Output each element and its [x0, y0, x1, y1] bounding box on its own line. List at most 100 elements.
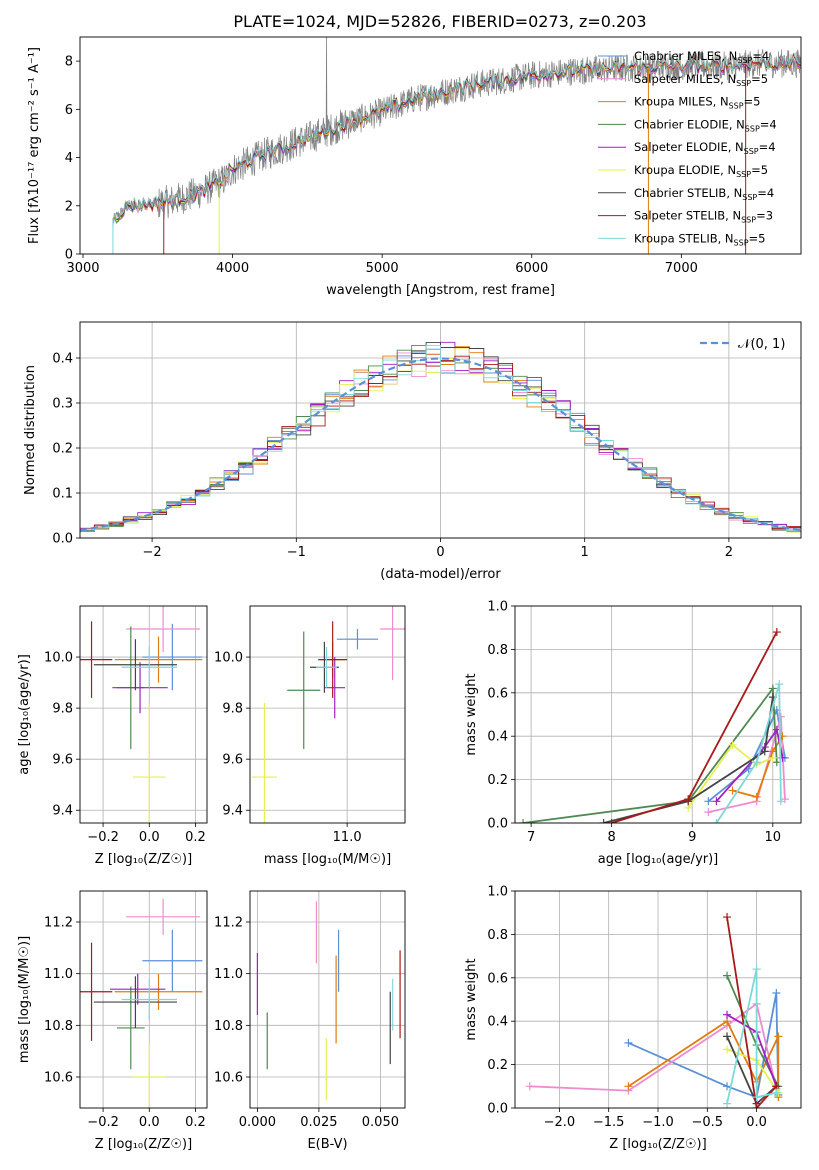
mass-weight-marker [624, 1082, 633, 1091]
y-tick-label: 9.6 [52, 753, 73, 768]
mass-weight-marker [723, 1032, 732, 1041]
plot-area [519, 628, 789, 823]
mass-weight-marker [752, 1093, 761, 1102]
errorbar-point [93, 639, 177, 691]
legend-subscript: SSP [741, 216, 756, 225]
y-tick-label: 9.4 [52, 804, 73, 819]
axes-frame [249, 890, 406, 1109]
plot-area [80, 606, 203, 823]
x-axis-label: Z [log₁₀(Z/Z☉)] [95, 1137, 192, 1152]
mass-weight-line [522, 685, 778, 823]
legend-nssp: =5 [751, 72, 768, 86]
errorbar-point [121, 978, 177, 1021]
plot-area [80, 341, 801, 533]
legend-label: 𝒩(0, 1) [738, 337, 785, 352]
y-tick-label: 0.8 [487, 643, 508, 658]
y-tick-label: 10.6 [214, 1071, 243, 1086]
plot-area [256, 901, 401, 1101]
x-tick-label: −2 [143, 545, 162, 560]
y-axis-label: mass weight [464, 673, 479, 755]
legend-label-text: Salpeter STELIB, N [634, 209, 741, 223]
x-axis-label: Z [log₁₀(Z/Z☉)] [95, 852, 192, 867]
y-tick-label: 4 [65, 151, 73, 166]
legend-nssp: =5 [751, 163, 768, 177]
legend-nssp: =5 [744, 95, 761, 109]
plot-area [525, 913, 783, 1108]
legend-label: Chabrier STELIB, NSSP=4 [634, 186, 774, 202]
x-tick-label: 11.0 [333, 830, 362, 845]
y-tick-label: 11.0 [44, 967, 73, 982]
x-tick-label: 0.2 [185, 830, 206, 845]
mass-weight-marker [723, 1099, 732, 1108]
residual-histogram-step [80, 344, 801, 532]
y-tick-label: 0.2 [52, 442, 73, 457]
x-tick-label: 9 [688, 830, 696, 845]
errorbar-point [142, 929, 203, 992]
mass-weight-marker [519, 819, 528, 823]
errorbar-point [126, 898, 201, 935]
mass-weight-marker [780, 795, 789, 804]
mass-weight-marker [712, 797, 721, 806]
mass-weight-marker [752, 758, 761, 767]
y-axis-label: age [log₁₀(age/yr)] [17, 654, 32, 775]
y-tick-label: 2 [65, 199, 73, 214]
legend-nssp: =4 [757, 186, 774, 200]
mass-weight-marker [728, 786, 737, 795]
errorbar-point [80, 621, 113, 698]
x-tick-label: 10 [765, 830, 782, 845]
x-tick-label: 0.025 [300, 1115, 337, 1130]
y-tick-label: 11.2 [44, 916, 73, 931]
panel-6: −0.2 0.0 0.2 10.6 10.8 11.0 11.2 Z [log₁₀(Z/Z☉)… [17, 890, 208, 1152]
panel-4: 11.0 9.4 9.6 9.8 10.0 mass [log₁₀(M/M☉)] [214, 605, 406, 867]
x-axis-label: mass [log₁₀(M/M☉)] [264, 852, 391, 867]
legend-nssp: =4 [760, 117, 777, 131]
y-axis-label: Flux [fλ10⁻¹⁷ erg cm⁻² s⁻¹ A⁻¹] [27, 47, 42, 244]
x-axis-label: wavelength [Angstrom, rest frame] [326, 283, 555, 298]
legend-subscript: SSP [737, 56, 752, 65]
legend-label: Kroupa ELODIE, NSSP=5 [634, 163, 768, 179]
legend-label-text: Kroupa STELIB, N [634, 231, 734, 245]
mass-weight-marker [776, 797, 785, 806]
legend-subscript: SSP [729, 102, 744, 111]
normal-curve [80, 357, 801, 532]
mass-weight-marker [712, 819, 721, 823]
mass-weight-marker [704, 808, 713, 817]
y-tick-label: 6 [65, 103, 73, 118]
legend-label-text: Salpeter ELODIE, N [634, 140, 744, 154]
legend-subscript: SSP [736, 170, 751, 179]
errorbar-point [116, 986, 145, 1070]
model-spectrum-line [112, 53, 801, 221]
legend-nssp: =3 [756, 209, 773, 223]
y-tick-label: 0.4 [52, 352, 73, 367]
errorbar-point [252, 703, 277, 823]
y-axis-label: mass [log₁₀(M/M☉)] [17, 936, 32, 1063]
x-tick-label: 0.0 [746, 1115, 767, 1130]
mass-weight-marker [772, 628, 781, 637]
panel-1: 3000 4000 5000 6000 7000 0 2 4 6 8 wavelength [Ang… [27, 36, 802, 298]
mass-weight-marker [768, 753, 777, 762]
errorbar-point [80, 942, 113, 1041]
y-tick-label: 9.8 [52, 702, 73, 717]
errorbar-point [318, 621, 348, 698]
legend-subscript: SSP [744, 147, 759, 156]
axes-frame [79, 321, 802, 539]
y-tick-label: 9.4 [222, 804, 243, 819]
x-tick-label: 5000 [366, 261, 399, 276]
x-tick-label: −0.2 [87, 1115, 119, 1130]
x-tick-label: −1.0 [642, 1115, 674, 1130]
legend-label: Salpeter ELODIE, NSSP=4 [634, 140, 776, 156]
panel-3: −0.2 0.0 0.2 9.4 9.6 9.8 10.0 Z [log₁₀(Z/Z☉)] ag… [17, 605, 208, 867]
legend-nssp: =5 [749, 231, 766, 245]
mass-weight-marker [752, 792, 761, 801]
y-tick-label: 0.0 [487, 817, 508, 832]
axes-frame [514, 890, 802, 1109]
mass-weight-marker [723, 1045, 732, 1054]
legend-nssp: =4 [759, 140, 776, 154]
y-tick-label: 11.2 [214, 916, 243, 931]
plot-area [80, 898, 203, 1108]
x-tick-label: −1.5 [593, 1115, 625, 1130]
mass-weight-line [726, 968, 777, 1104]
mass-weight-marker [774, 1032, 783, 1041]
chart-title: PLATE=1024, MJD=52826, FIBERID=0273, z=0… [233, 12, 646, 31]
